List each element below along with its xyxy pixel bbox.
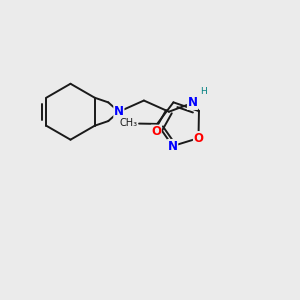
Text: H: H: [200, 87, 207, 96]
Text: N: N: [168, 140, 178, 152]
Text: N: N: [114, 105, 124, 118]
Text: N: N: [188, 96, 197, 110]
Text: O: O: [151, 125, 161, 138]
Text: CH₃: CH₃: [120, 118, 138, 128]
Text: O: O: [194, 132, 203, 145]
